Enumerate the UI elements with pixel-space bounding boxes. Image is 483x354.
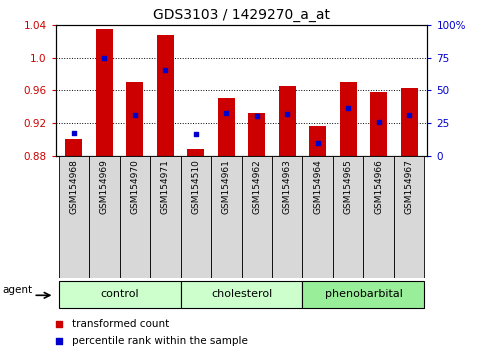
Bar xyxy=(279,86,296,156)
Title: GDS3103 / 1429270_a_at: GDS3103 / 1429270_a_at xyxy=(153,8,330,22)
FancyBboxPatch shape xyxy=(58,281,181,308)
Text: phenobarbital: phenobarbital xyxy=(325,289,402,299)
Text: GSM154961: GSM154961 xyxy=(222,159,231,214)
Text: GSM154967: GSM154967 xyxy=(405,159,413,214)
FancyBboxPatch shape xyxy=(150,156,181,278)
FancyBboxPatch shape xyxy=(242,156,272,278)
Point xyxy=(314,140,322,145)
Point xyxy=(253,114,261,119)
Text: agent: agent xyxy=(3,285,33,295)
Point xyxy=(192,131,199,137)
Point xyxy=(284,111,291,117)
Text: GSM154963: GSM154963 xyxy=(283,159,292,214)
FancyBboxPatch shape xyxy=(333,156,363,278)
Text: GSM154965: GSM154965 xyxy=(344,159,353,214)
Text: GSM154971: GSM154971 xyxy=(161,159,170,214)
Bar xyxy=(157,35,174,156)
Bar xyxy=(340,82,356,156)
Text: GSM154968: GSM154968 xyxy=(70,159,78,214)
Text: percentile rank within the sample: percentile rank within the sample xyxy=(72,336,248,346)
Point xyxy=(405,112,413,118)
Text: cholesterol: cholesterol xyxy=(211,289,272,299)
FancyBboxPatch shape xyxy=(302,156,333,278)
Text: control: control xyxy=(100,289,139,299)
Bar xyxy=(127,82,143,156)
Text: GSM154962: GSM154962 xyxy=(252,159,261,214)
Text: GSM154970: GSM154970 xyxy=(130,159,139,214)
FancyBboxPatch shape xyxy=(120,156,150,278)
Bar xyxy=(187,149,204,156)
Bar xyxy=(66,139,82,156)
Point xyxy=(56,321,63,327)
Point xyxy=(100,55,108,60)
Point xyxy=(375,119,383,125)
FancyBboxPatch shape xyxy=(363,156,394,278)
Text: GSM154510: GSM154510 xyxy=(191,159,200,214)
Bar xyxy=(370,92,387,156)
FancyBboxPatch shape xyxy=(394,156,425,278)
Point xyxy=(56,338,63,344)
Point xyxy=(344,105,352,111)
FancyBboxPatch shape xyxy=(181,156,211,278)
Text: GSM154964: GSM154964 xyxy=(313,159,322,214)
Bar xyxy=(309,126,326,156)
FancyBboxPatch shape xyxy=(272,156,302,278)
Text: GSM154966: GSM154966 xyxy=(374,159,383,214)
Text: GSM154969: GSM154969 xyxy=(100,159,109,214)
Text: transformed count: transformed count xyxy=(72,319,170,329)
Point xyxy=(222,110,230,116)
Point xyxy=(70,130,78,136)
Point xyxy=(161,67,169,73)
Bar xyxy=(248,113,265,156)
FancyBboxPatch shape xyxy=(89,156,120,278)
Bar xyxy=(96,29,113,156)
FancyBboxPatch shape xyxy=(302,281,425,308)
FancyBboxPatch shape xyxy=(58,156,89,278)
Point xyxy=(131,112,139,118)
FancyBboxPatch shape xyxy=(181,281,302,308)
Bar xyxy=(401,88,417,156)
FancyBboxPatch shape xyxy=(211,156,242,278)
Bar xyxy=(218,98,235,156)
